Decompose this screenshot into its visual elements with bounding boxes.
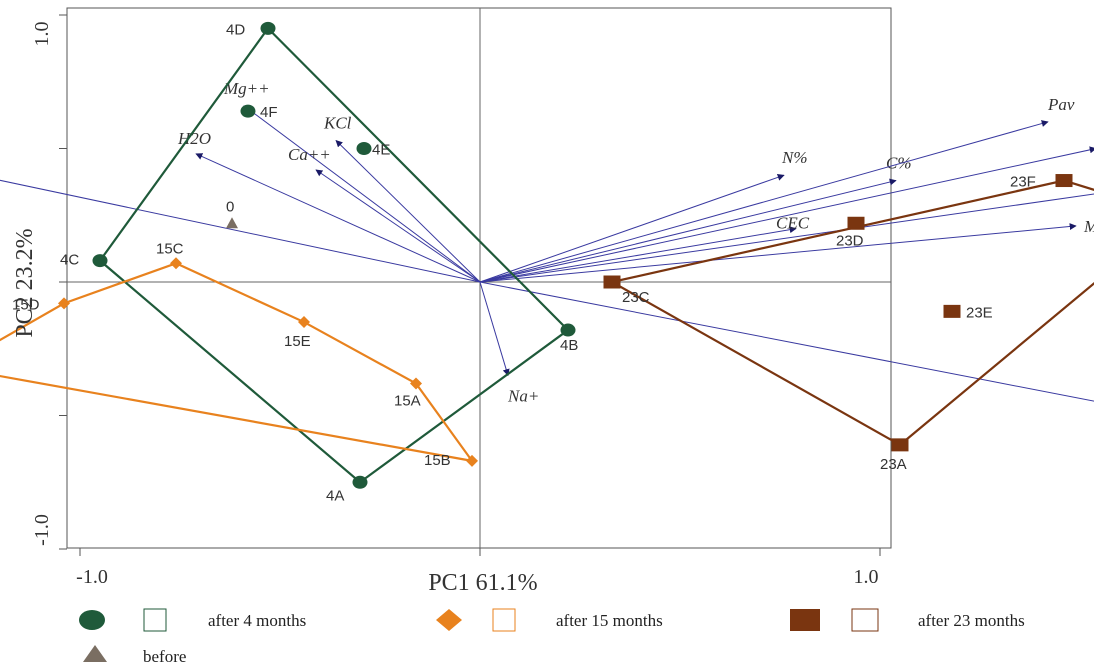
loading-vector <box>479 226 797 283</box>
legend-item-4-months: after 4 months <box>79 608 306 632</box>
legend-item-before: before <box>83 645 186 665</box>
vector-label: C% <box>886 154 912 173</box>
vector-label: Mgav <box>1083 217 1094 236</box>
point-label: 23F <box>1010 174 1036 191</box>
point-label: 4B <box>560 337 578 354</box>
loading-vector <box>479 178 897 283</box>
point-label: 23C <box>622 289 650 306</box>
loading-vector <box>479 281 1094 402</box>
point-marker <box>170 257 182 270</box>
point-marker <box>410 377 422 390</box>
point-marker <box>891 438 909 452</box>
vector-label: KCl <box>323 113 352 132</box>
diamond-marker-icon <box>436 609 462 631</box>
loading-vector <box>479 146 1094 283</box>
point-label: 4D <box>226 21 245 38</box>
y-axis-title: PC2 23.2% <box>12 228 38 337</box>
point-label: 15D <box>12 296 40 313</box>
point-label: 4C <box>60 252 79 269</box>
hull-square <box>608 179 1094 447</box>
point-label: 23A <box>880 456 907 473</box>
point-marker <box>260 21 276 35</box>
hull-diamond <box>0 262 475 463</box>
y-tick-label: -1.0 <box>31 514 53 546</box>
vector-label: CEC <box>776 214 810 233</box>
point-marker <box>298 316 310 329</box>
point-label: 4A <box>326 487 344 504</box>
open-square-icon <box>492 608 516 632</box>
point-label: 15B <box>424 452 451 469</box>
loading-vector <box>243 105 481 283</box>
point-marker <box>356 142 372 155</box>
point-marker <box>352 475 368 489</box>
point-marker <box>943 304 961 318</box>
point-label: 15A <box>394 392 421 409</box>
vector-label: Pav <box>1047 95 1075 114</box>
loading-vector <box>315 169 481 283</box>
loading-vector <box>335 139 481 283</box>
point-marker <box>560 323 576 337</box>
triangle-marker-icon <box>83 645 107 662</box>
y-tick-label: 1.0 <box>31 22 53 47</box>
open-square-icon <box>143 608 167 632</box>
vector-label: Na+ <box>507 386 539 405</box>
point-label: 15E <box>284 333 311 350</box>
point-marker <box>92 254 108 268</box>
loading-vector <box>195 153 481 283</box>
point-marker <box>240 104 256 118</box>
point-label: 4F <box>260 104 278 121</box>
point-label: 23D <box>836 232 864 249</box>
loading-vector <box>479 120 1049 283</box>
vector-label: Ca++ <box>288 145 331 164</box>
x-tick-label: -1.0 <box>76 566 108 588</box>
x-axis-title: PC1 61.1% <box>428 570 537 596</box>
point-marker <box>603 275 621 289</box>
point-marker <box>466 454 478 467</box>
point-marker <box>847 216 865 230</box>
legend-label: after 4 months <box>208 611 306 630</box>
loading-vector <box>0 179 481 283</box>
loading-vector <box>479 281 510 377</box>
loading-vector <box>479 223 1077 283</box>
legend-label: after 15 months <box>556 611 663 630</box>
point-marker <box>58 297 70 310</box>
vector-label: N% <box>781 148 808 167</box>
x-tick-label: 1.0 <box>854 566 879 588</box>
legend-label: before <box>143 647 186 665</box>
legend-label: after 23 months <box>918 611 1025 630</box>
point-label: 15C <box>156 240 184 257</box>
circle-marker-icon <box>79 610 105 630</box>
legend-item-15-months: after 15 months <box>436 608 663 632</box>
point-label: 0 <box>226 198 234 215</box>
loading-vector <box>479 173 785 283</box>
axes <box>59 8 891 556</box>
legend: after 4 months after 15 months after 23 … <box>79 608 1025 665</box>
point-label: 4E <box>372 142 390 159</box>
plot-frame <box>66 7 892 549</box>
square-marker-icon <box>790 609 820 631</box>
point-label: 23E <box>966 304 993 321</box>
legend-item-23-months: after 23 months <box>790 608 1025 632</box>
open-square-icon <box>851 608 879 632</box>
point-marker <box>226 217 238 229</box>
vector-label: Mg++ <box>223 79 270 98</box>
point-marker <box>1055 174 1073 188</box>
score-points: 4A4B4C4D4E4F15A15B15C15D15E15F23A23B23C2… <box>12 21 1073 504</box>
